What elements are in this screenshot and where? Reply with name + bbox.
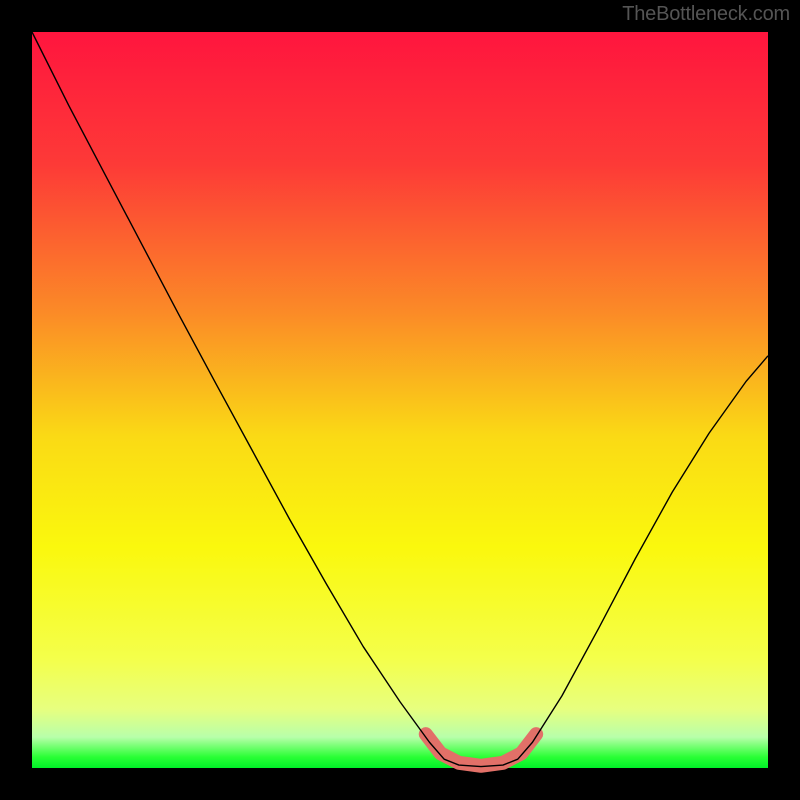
bottleneck-plot bbox=[0, 0, 800, 800]
gradient-area bbox=[32, 32, 768, 768]
watermark-label: TheBottleneck.com bbox=[622, 3, 790, 26]
stage: TheBottleneck.com bbox=[0, 0, 800, 800]
